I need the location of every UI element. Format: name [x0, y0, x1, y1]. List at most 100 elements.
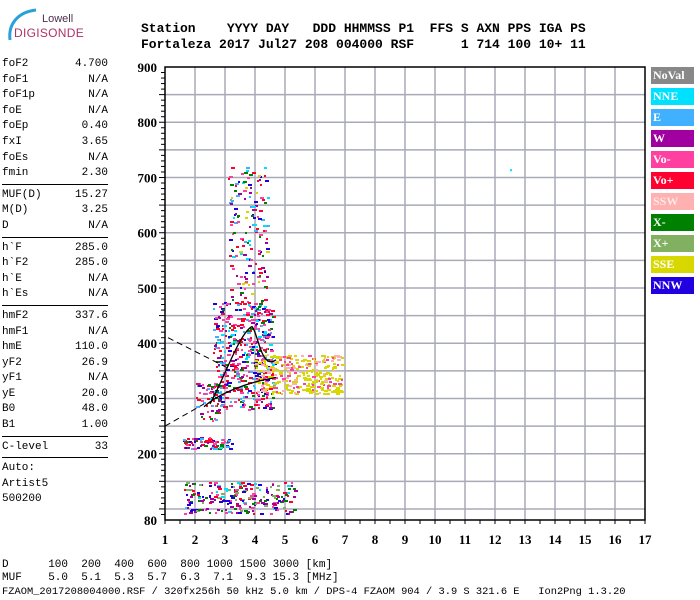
echo-pixel	[252, 395, 255, 397]
echo-pixel	[282, 500, 284, 502]
param-value: 15.27	[74, 188, 108, 201]
echo-pixel	[213, 448, 217, 450]
echo-pixel	[225, 321, 229, 323]
echo-pixel	[236, 388, 240, 390]
echo-pixel	[341, 379, 343, 381]
echo-pixel	[228, 330, 230, 332]
echo-pixel	[206, 389, 208, 391]
param-name: h`Es	[2, 288, 29, 301]
echo-pixel	[254, 230, 258, 232]
param-value: 2.30	[81, 167, 108, 180]
echo-pixel	[257, 391, 260, 393]
echo-pixel	[233, 217, 235, 219]
x-tick-label: 8	[372, 532, 379, 547]
echo-pixel	[272, 391, 276, 393]
echo-pixel	[333, 366, 337, 368]
echo-pixel	[250, 328, 254, 330]
echo-pixel	[267, 354, 269, 356]
echo-pixel	[510, 169, 512, 172]
echo-pixel	[239, 251, 243, 253]
echo-pixel	[271, 362, 274, 364]
echo-pixel	[266, 238, 268, 240]
echo-pixel	[223, 406, 226, 408]
param-row: foEs N/A	[2, 151, 108, 167]
echo-pixel	[245, 361, 249, 363]
echo-pixel	[226, 446, 230, 448]
echo-pixel	[231, 486, 234, 488]
echo-pixel	[271, 374, 274, 376]
echo-pixel	[284, 482, 287, 484]
echo-pixel	[303, 383, 306, 385]
echo-pixel	[227, 354, 231, 356]
echo-pixel	[258, 404, 260, 406]
echo-pixel	[249, 192, 252, 194]
echo-pixel	[220, 355, 222, 357]
echo-pixel	[261, 355, 263, 357]
echo-pixel	[283, 492, 287, 494]
echo-pixel	[199, 392, 201, 394]
echo-pixel	[314, 361, 318, 363]
echo-pixel	[287, 495, 289, 497]
echo-pixel	[264, 202, 267, 204]
echo-pixel	[244, 380, 247, 382]
echo-pixel	[248, 409, 251, 411]
echo-pixel	[256, 341, 258, 343]
echo-pixel	[243, 396, 245, 398]
echo-pixel	[214, 446, 218, 448]
echo-pixel	[253, 217, 256, 219]
echo-pixel	[235, 183, 239, 185]
echo-pixel	[247, 332, 251, 334]
echo-pixel	[303, 359, 307, 361]
echo-pixel	[221, 381, 224, 383]
echo-pixel	[201, 400, 204, 402]
echo-pixel	[336, 393, 340, 395]
echo-pixel	[210, 448, 212, 450]
echo-pixel	[222, 319, 225, 321]
echo-pixel	[258, 484, 262, 486]
param-value: N/A	[88, 272, 108, 285]
echo-pixel	[252, 498, 256, 500]
echo-pixel	[272, 364, 275, 366]
echo-pixel	[186, 482, 190, 484]
echo-pixel	[209, 496, 211, 498]
echo-pixel	[258, 175, 261, 177]
echo-pixel	[247, 392, 249, 394]
echo-pixel	[269, 367, 272, 369]
echo-pixel	[308, 379, 310, 381]
echo-pixel	[236, 275, 238, 277]
echo-pixel	[216, 441, 219, 443]
echo-pixel	[277, 502, 279, 504]
echo-pixel	[240, 344, 242, 346]
echo-pixel	[240, 324, 244, 326]
echo-pixel	[216, 366, 218, 368]
legend-item-x+: X+	[651, 235, 694, 252]
legend-item-sse: SSE	[651, 256, 694, 273]
echo-pixel	[246, 211, 249, 213]
separator	[2, 457, 108, 459]
echo-pixel	[246, 375, 248, 377]
echo-pixel	[236, 512, 238, 514]
echo-pixel	[296, 359, 299, 361]
echo-pixel	[321, 389, 324, 391]
echo-pixel	[259, 376, 262, 378]
param-name: B1	[2, 419, 16, 432]
echo-pixel	[263, 336, 265, 338]
echo-pixel	[248, 265, 252, 267]
echo-pixel	[258, 407, 260, 409]
echo-pixel	[213, 329, 216, 331]
echo-pixel	[251, 293, 255, 295]
echo-pixel	[214, 482, 218, 484]
echo-pixel	[224, 302, 227, 304]
echo-pixel	[248, 240, 251, 242]
echo-pixel	[248, 184, 252, 186]
echo-pixel	[198, 500, 201, 502]
echo-pixel	[265, 242, 268, 244]
echo-pixel	[255, 399, 259, 401]
autoscaling-info: Auto:	[2, 462, 36, 475]
echo-pixel	[207, 398, 211, 400]
echo-pixel	[199, 484, 202, 486]
echo-pixel	[331, 360, 334, 362]
param-row: MUF(D) 15.27	[2, 188, 108, 204]
echo-pixel	[211, 441, 214, 443]
